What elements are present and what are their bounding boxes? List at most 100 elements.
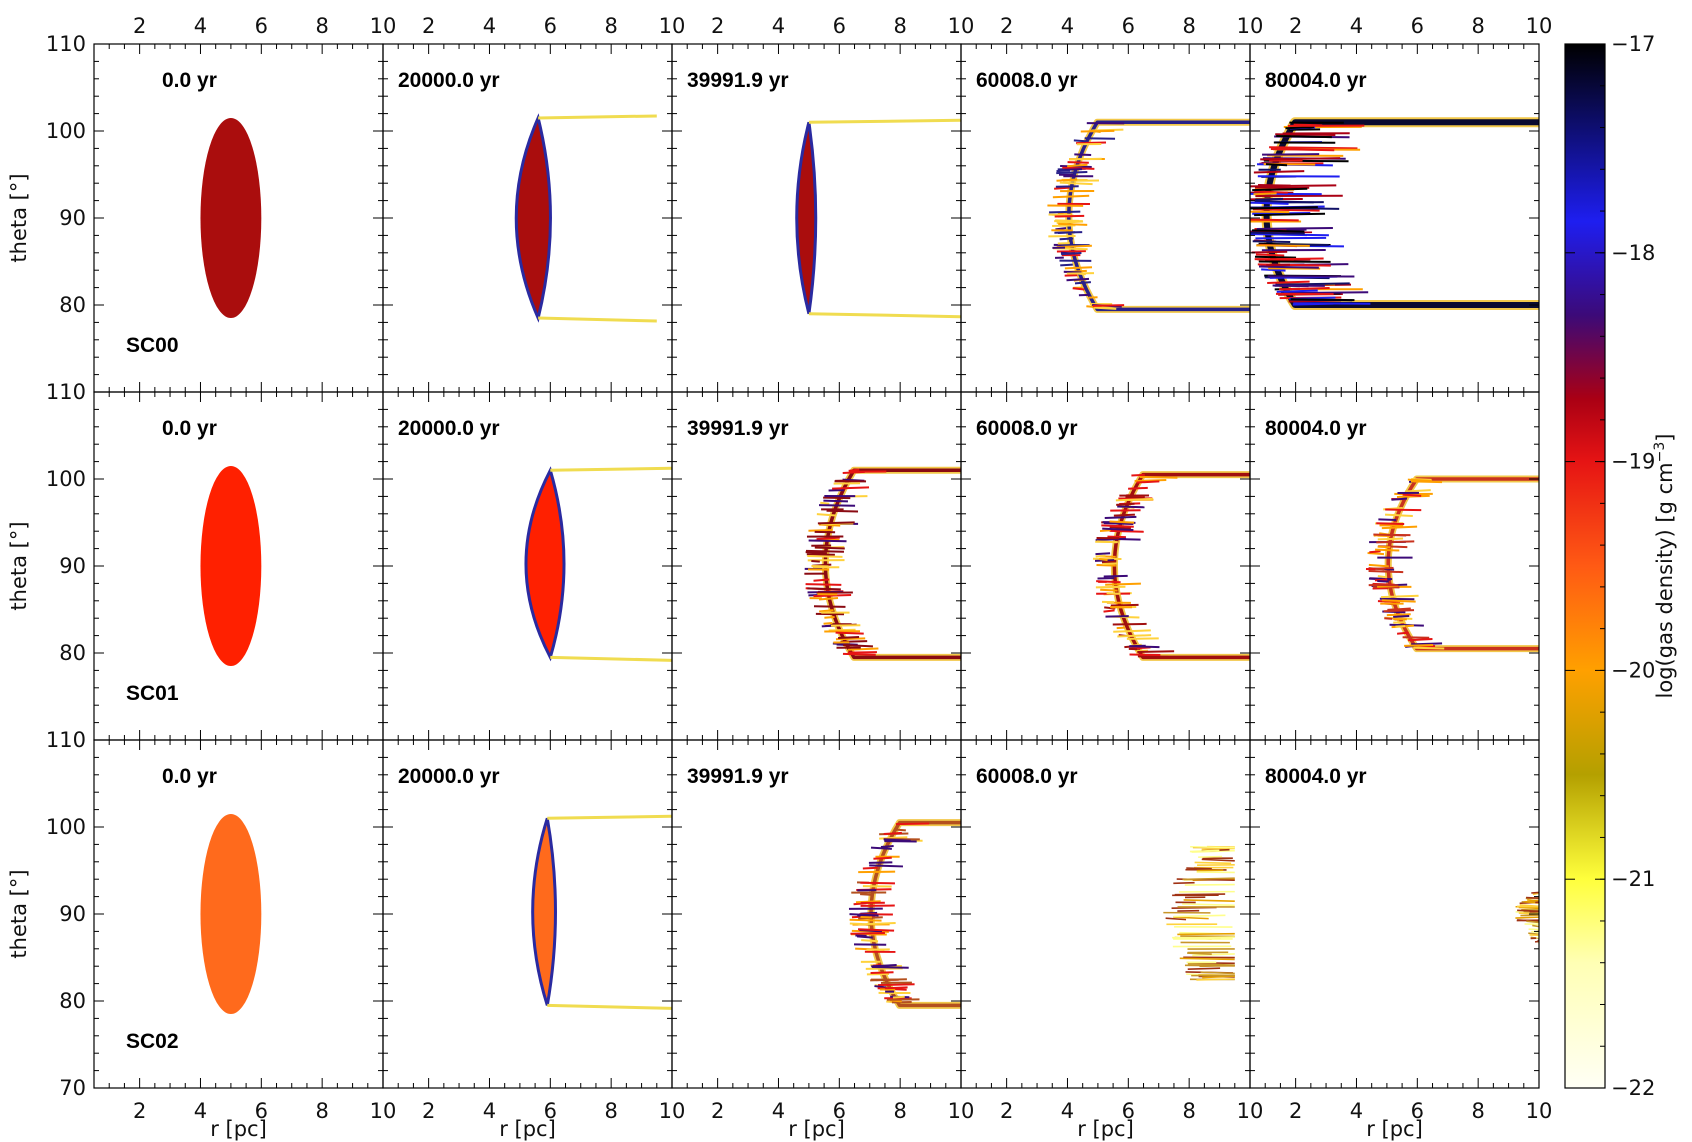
density-streak <box>849 913 879 917</box>
density-streak <box>866 948 890 951</box>
density-streak <box>1378 518 1397 522</box>
density-streak <box>892 995 905 999</box>
density-streak <box>816 536 840 541</box>
density-streak <box>1269 146 1358 150</box>
density-streak <box>1109 520 1135 524</box>
density-streak <box>872 966 909 969</box>
colorbar <box>1564 43 1606 1089</box>
density-streak <box>1376 522 1405 526</box>
density-streak <box>1279 286 1330 291</box>
density-streak <box>1056 171 1088 175</box>
colorbar-label-end: ] <box>1653 434 1677 442</box>
panel-frame <box>1249 391 1540 741</box>
x-tick-label-top: 2 <box>1289 14 1302 38</box>
x-tick-label-bottom: 10 <box>1237 1099 1264 1123</box>
panel-time-label: 39991.9 yr <box>687 69 789 92</box>
panel-content <box>804 466 961 661</box>
x-tick-label-bottom: 4 <box>194 1099 207 1123</box>
x-tick-label-bottom: 8 <box>1471 1099 1484 1123</box>
density-streak <box>1056 178 1078 182</box>
density-streak <box>1374 578 1388 582</box>
x-axis-label: r [pc] <box>788 1117 845 1141</box>
x-tick-label-top: 8 <box>1182 14 1195 38</box>
density-streak <box>883 831 902 836</box>
y-tick-label: 80 <box>59 293 86 317</box>
density-streak <box>824 615 835 619</box>
cloud-ellipse <box>200 813 262 1015</box>
density-streak <box>1252 208 1320 212</box>
x-tick-label-top: 8 <box>604 14 617 38</box>
density-streak <box>1528 932 1539 936</box>
panel-content <box>514 113 657 323</box>
colorbar-tick-label: −19 <box>1611 450 1655 474</box>
density-streak <box>1384 513 1413 517</box>
density-streak <box>1104 515 1137 519</box>
panel-time-label: 80004.0 yr <box>1265 765 1367 788</box>
density-streak <box>1173 881 1195 885</box>
density-streak <box>1055 185 1079 188</box>
density-streak <box>1179 957 1235 961</box>
density-streak <box>1129 645 1160 649</box>
density-streak <box>1067 161 1089 164</box>
shell-line <box>1386 477 1539 651</box>
colorbar-tick-label: −18 <box>1611 241 1655 265</box>
x-tick-label-bottom: 6 <box>833 1099 846 1123</box>
density-streak <box>1252 240 1291 244</box>
density-streak <box>1109 529 1144 533</box>
density-streak <box>1095 554 1106 558</box>
panel-sc01-t4 <box>1365 475 1539 653</box>
panel-frame <box>960 43 1251 393</box>
density-streak <box>1413 646 1445 650</box>
upper-tail <box>550 466 672 472</box>
density-streak <box>1117 634 1152 638</box>
density-streak <box>894 828 906 832</box>
density-streak <box>808 539 847 543</box>
density-streak <box>1101 560 1116 564</box>
density-streak <box>1052 224 1076 227</box>
density-streak <box>1202 975 1235 979</box>
density-streak <box>842 652 876 656</box>
density-streak <box>1531 891 1539 894</box>
density-streak <box>1253 170 1305 174</box>
density-streak <box>1105 615 1129 618</box>
shell-halo <box>1065 118 1250 313</box>
x-tick-label-top: 4 <box>1061 14 1074 38</box>
density-streak <box>1250 231 1305 235</box>
density-streak <box>828 628 856 632</box>
density-streak <box>1190 845 1235 849</box>
density-streak <box>1538 942 1539 944</box>
density-streak <box>1063 270 1082 274</box>
density-streak <box>1200 971 1235 975</box>
density-streak <box>1113 629 1151 633</box>
density-streak <box>1290 298 1355 302</box>
panel-time-label: 0.0 yr <box>162 765 217 788</box>
x-tick-label-bottom: 10 <box>948 1099 975 1123</box>
x-tick-label-top: 10 <box>1237 14 1264 38</box>
density-streak <box>1293 302 1371 305</box>
x-axis-label: r [pc] <box>1077 1117 1134 1141</box>
density-streak <box>1538 941 1539 943</box>
density-streak <box>1529 910 1539 913</box>
density-streak <box>895 822 930 826</box>
density-streak <box>1385 508 1422 512</box>
density-streak <box>832 486 870 490</box>
density-streak <box>808 529 833 532</box>
density-streak <box>850 932 885 935</box>
panel-content <box>795 118 961 319</box>
x-tick-label-bottom: 6 <box>1411 1099 1424 1123</box>
density-streak <box>1375 548 1400 552</box>
density-streak <box>1076 141 1107 145</box>
density-streak <box>1125 495 1145 499</box>
panel-time-label: 20000.0 yr <box>398 69 500 92</box>
panel-content <box>531 814 672 1010</box>
y-tick-label: 80 <box>59 989 86 1013</box>
density-streak <box>1105 582 1141 586</box>
density-streak <box>861 939 879 943</box>
model-label: SC01 <box>126 682 179 705</box>
density-streak <box>805 551 827 555</box>
density-streak <box>1266 263 1291 267</box>
x-tick-label-bottom: 8 <box>315 1099 328 1123</box>
density-streak <box>1538 881 1539 883</box>
density-streak <box>1109 526 1131 530</box>
density-streak <box>1391 497 1408 501</box>
